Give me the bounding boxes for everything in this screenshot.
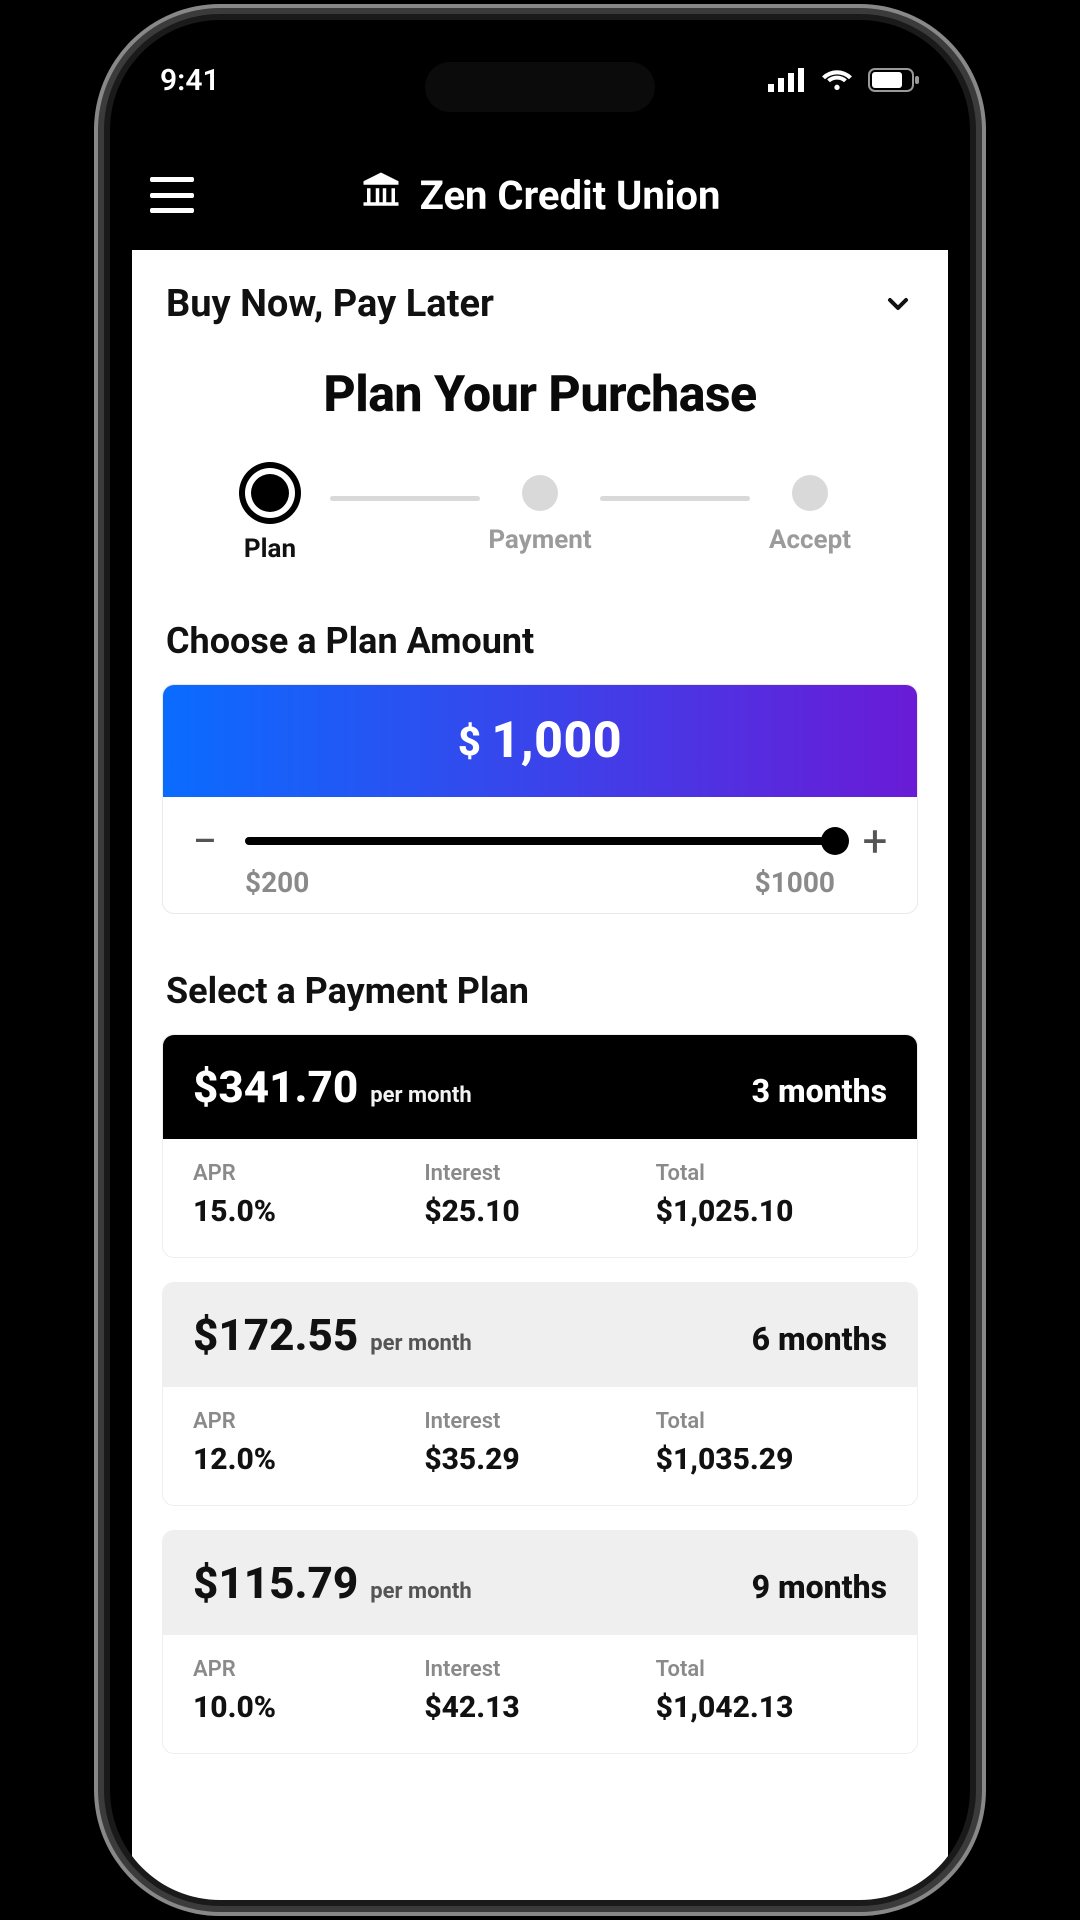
interest-value: $25.10 (424, 1194, 655, 1229)
menu-button[interactable] (150, 177, 194, 213)
plan-body: APR 15.0% Interest $25.10 Total $1,025.1… (163, 1139, 917, 1257)
plan-card[interactable]: $341.70 per month 3 months APR 15.0% Int… (162, 1034, 918, 1258)
step-dot (522, 475, 558, 511)
chevron-down-icon (882, 288, 914, 320)
currency-symbol: $ (458, 718, 482, 765)
amount-value: 1,000 (491, 712, 622, 770)
slider-max-label: $1000 (755, 866, 835, 899)
bank-icon (360, 169, 402, 221)
plan-price: $341.70 (193, 1061, 358, 1113)
interest-label: Interest (424, 1657, 655, 1682)
apr-label: APR (193, 1161, 424, 1186)
decrement-button[interactable]: − (187, 819, 223, 863)
step-dot (251, 474, 289, 512)
plan-card[interactable]: $115.79 per month 9 months APR 10.0% Int… (162, 1530, 918, 1754)
status-time: 9:41 (160, 63, 220, 98)
per-month-label: per month (370, 1331, 471, 1356)
amount-slider: − + $200 $1000 (163, 797, 917, 913)
total-label: Total (656, 1161, 887, 1186)
slider-thumb[interactable] (821, 827, 849, 855)
total-col: Total $1,025.10 (656, 1161, 887, 1229)
amount-section-title: Choose a Plan Amount (166, 620, 914, 662)
increment-button[interactable]: + (857, 819, 893, 863)
step-accept[interactable]: Accept (750, 475, 870, 555)
plan-term: 9 months (752, 1568, 887, 1606)
interest-label: Interest (424, 1161, 655, 1186)
progress-stepper: Plan Payment Accept (162, 466, 918, 564)
plans-list: $341.70 per month 3 months APR 15.0% Int… (162, 1034, 918, 1754)
apr-value: 12.0% (193, 1442, 424, 1477)
plan-head[interactable]: $341.70 per month 3 months (163, 1035, 917, 1139)
apr-col: APR 10.0% (193, 1657, 424, 1725)
interest-col: Interest $35.29 (424, 1409, 655, 1477)
dynamic-island (425, 62, 655, 112)
device-frame: 9:41 Zen Credit Union (110, 20, 970, 1900)
section-dropdown[interactable]: Buy Now, Pay Later (162, 276, 918, 348)
app-header: Zen Credit Union (110, 140, 970, 250)
plan-head[interactable]: $115.79 per month 9 months (163, 1531, 917, 1635)
step-label: Plan (244, 534, 296, 564)
total-label: Total (656, 1657, 887, 1682)
plans-section-title: Select a Payment Plan (166, 970, 914, 1012)
plan-body: APR 12.0% Interest $35.29 Total $1,035.2… (163, 1387, 917, 1505)
step-dot (792, 475, 828, 511)
amount-card: $1,000 − + $200 $1000 (162, 684, 918, 914)
brand: Zen Credit Union (194, 169, 886, 221)
status-right (768, 68, 920, 92)
per-month-label: per month (370, 1579, 471, 1604)
step-plan[interactable]: Plan (210, 466, 330, 564)
total-value: $1,042.13 (656, 1690, 887, 1725)
apr-value: 10.0% (193, 1690, 424, 1725)
interest-label: Interest (424, 1409, 655, 1434)
apr-col: APR 12.0% (193, 1409, 424, 1477)
plan-head[interactable]: $172.55 per month 6 months (163, 1283, 917, 1387)
plan-price: $115.79 (193, 1557, 358, 1609)
cellular-icon (768, 68, 806, 92)
step-label: Accept (769, 525, 851, 555)
interest-col: Interest $42.13 (424, 1657, 655, 1725)
slider-track[interactable] (245, 821, 835, 861)
page-title: Plan Your Purchase (162, 366, 918, 424)
apr-col: APR 15.0% (193, 1161, 424, 1229)
total-col: Total $1,035.29 (656, 1409, 887, 1477)
total-col: Total $1,042.13 (656, 1657, 887, 1725)
slider-bar (245, 837, 835, 845)
stage: 9:41 Zen Credit Union (0, 0, 1080, 1920)
step-label: Payment (488, 525, 591, 555)
apr-value: 15.0% (193, 1194, 424, 1229)
plan-card[interactable]: $172.55 per month 6 months APR 12.0% Int… (162, 1282, 918, 1506)
total-value: $1,025.10 (656, 1194, 887, 1229)
brand-name: Zen Credit Union (420, 172, 721, 219)
step-payment[interactable]: Payment (480, 475, 600, 555)
step-line (330, 496, 480, 501)
plan-amount: $115.79 per month (193, 1557, 472, 1609)
plan-term: 6 months (752, 1320, 887, 1358)
slider-ticks: $200 $1000 (245, 866, 835, 899)
plan-amount: $341.70 per month (193, 1061, 472, 1113)
interest-col: Interest $25.10 (424, 1161, 655, 1229)
per-month-label: per month (370, 1083, 471, 1108)
apr-label: APR (193, 1409, 424, 1434)
interest-value: $35.29 (424, 1442, 655, 1477)
slider-min-label: $200 (245, 866, 309, 899)
step-line (600, 496, 750, 501)
plan-price: $172.55 (193, 1309, 358, 1361)
apr-label: APR (193, 1657, 424, 1682)
wifi-icon (820, 68, 854, 92)
plan-body: APR 10.0% Interest $42.13 Total $1,042.1… (163, 1635, 917, 1753)
dropdown-label: Buy Now, Pay Later (166, 282, 494, 326)
interest-value: $42.13 (424, 1690, 655, 1725)
plan-term: 3 months (752, 1072, 887, 1110)
total-value: $1,035.29 (656, 1442, 887, 1477)
content: Buy Now, Pay Later Plan Your Purchase Pl… (132, 250, 948, 1900)
amount-display: $1,000 (163, 685, 917, 797)
total-label: Total (656, 1409, 887, 1434)
plan-amount: $172.55 per month (193, 1309, 472, 1361)
battery-icon (868, 68, 920, 92)
